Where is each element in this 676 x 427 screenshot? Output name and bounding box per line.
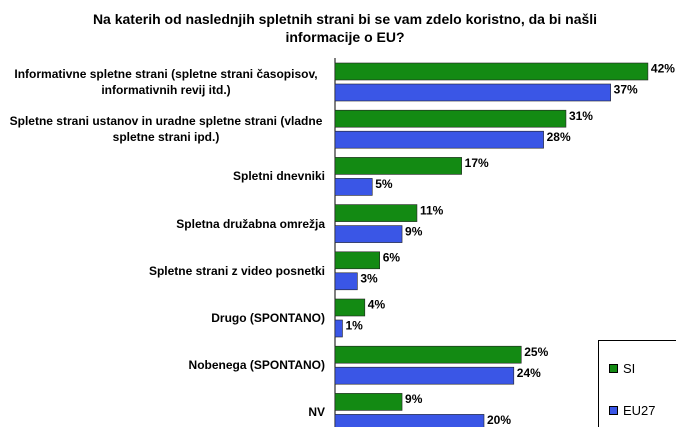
bar (334, 393, 403, 411)
value-label: 4% (368, 298, 386, 312)
chart-title: Na katerih od naslednjih spletnih strani… (92, 11, 598, 45)
bar (334, 83, 611, 102)
value-label: 9% (405, 224, 423, 238)
category-label: Nobenega (SPONTANO) (5, 357, 325, 373)
value-label: 11% (420, 203, 444, 217)
value-label: 25% (524, 345, 548, 359)
value-label: 24% (517, 366, 541, 380)
category-text: Spletni dnevniki (232, 169, 325, 184)
value-label: 9% (405, 392, 423, 406)
bar (334, 414, 485, 427)
category-text: Spletne strani z video posnetki (148, 263, 325, 278)
legend-label: EU27 (623, 403, 656, 418)
value-label: 3% (360, 271, 378, 285)
value-label: 42% (651, 62, 675, 76)
category-text: Spletne strani ustanov in uradne spletne… (9, 114, 323, 145)
bar (334, 272, 358, 291)
category-label: Spletni dnevniki (5, 168, 325, 184)
legend-swatch (609, 406, 618, 415)
value-label: 17% (465, 156, 489, 170)
category-label: Spletne strani ustanov in uradne spletne… (5, 113, 325, 145)
bar (334, 130, 544, 149)
category-text: Spletna družabna omrežja (176, 216, 325, 231)
category-label: Informativne spletne strani (spletne str… (5, 66, 325, 98)
bar (334, 204, 418, 222)
category-label: Drugo (SPONTANO) (5, 310, 325, 326)
value-label: 31% (569, 109, 593, 123)
legend-swatch (609, 364, 618, 373)
category-label: Spletna družabna omrežja (5, 216, 325, 232)
bar (334, 345, 522, 364)
category-label: NV (5, 404, 325, 420)
bar (334, 319, 343, 338)
bar (334, 109, 567, 128)
bar (334, 62, 649, 81)
bar (334, 251, 381, 270)
value-label: 6% (383, 250, 401, 264)
legend-item: SI (609, 361, 635, 376)
category-text: NV (308, 405, 325, 420)
bar (334, 225, 403, 243)
category-label: Spletne strani z video posnetki (5, 263, 325, 279)
value-label: 1% (345, 319, 363, 333)
bar (334, 157, 462, 175)
legend-label: SI (623, 361, 636, 376)
bar (334, 298, 366, 317)
value-label: 28% (547, 130, 571, 144)
bar (334, 178, 373, 196)
legend-item: EU27 (609, 403, 656, 418)
value-label: 37% (614, 83, 638, 97)
value-label: 5% (375, 177, 393, 191)
value-label: 20% (487, 413, 511, 427)
category-text: Drugo (SPONTANO) (211, 311, 325, 325)
category-text: Informativne spletne strani (spletne str… (14, 67, 318, 97)
legend: SI EU27 (598, 340, 676, 427)
bar (334, 366, 515, 385)
category-text: Nobenega (SPONTANO) (188, 358, 325, 373)
